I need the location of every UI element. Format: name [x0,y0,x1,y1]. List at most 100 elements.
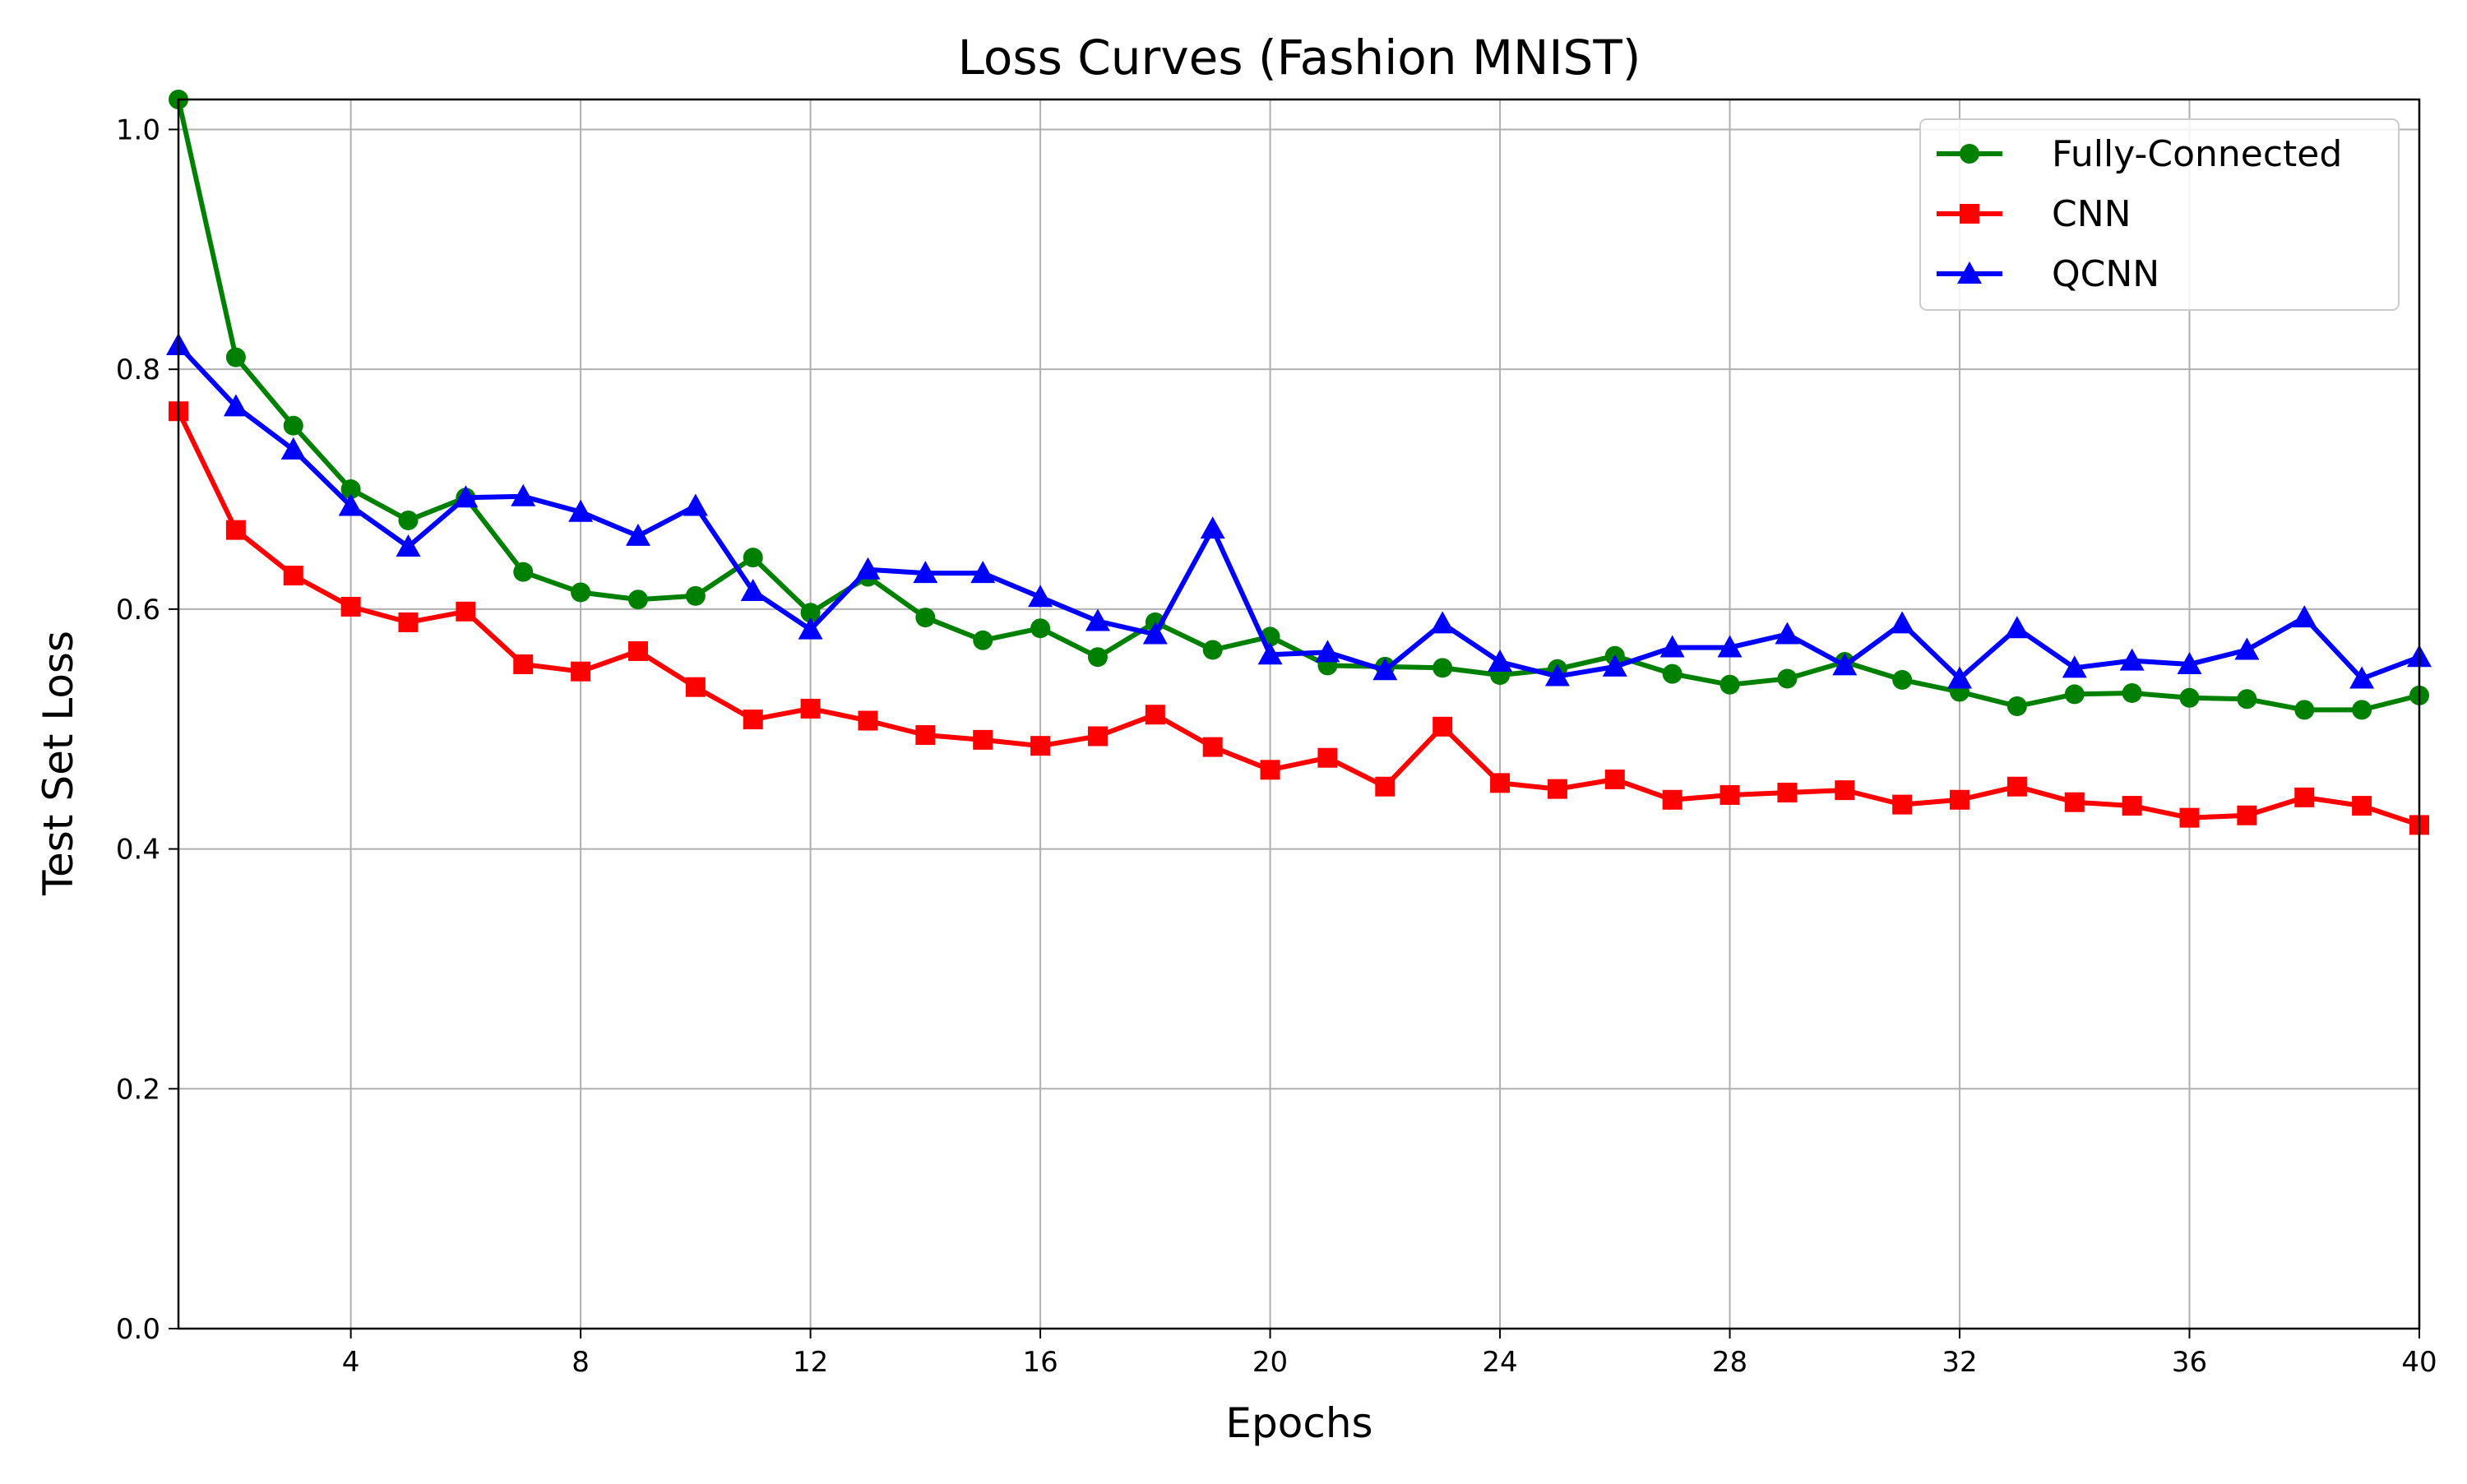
fully-connected-point [283,415,303,436]
qcnn-point [970,561,996,584]
qcnn-point [396,534,421,557]
cnn-point [800,698,821,719]
cnn-point [1145,705,1165,725]
legend: Fully-Connected CNN QCNN [1919,118,2400,311]
cnn-point [1490,773,1511,793]
tick-layer: 4 8 12 16 20 24 28 32 36 40 0.0 0.2 0.4 0.6 0.8 1.0 [116,113,2437,1379]
fully-connected-point [1662,663,1682,684]
fully-connected-point [1087,647,1108,668]
qcnn-point [338,493,363,516]
qcnn-point [2234,637,2260,660]
cnn-point [1317,747,1338,768]
cnn-point [2122,796,2142,816]
cnn-point [1030,736,1051,756]
x-tick-label: 12 [793,1346,828,1379]
qcnn-point [1028,585,1053,608]
fully-connected-point [973,630,993,650]
qcnn-point [1488,650,1513,673]
fully-connected-point [2122,682,2142,703]
qcnn-point [1142,622,1168,645]
x-tick-label: 16 [1022,1346,1058,1379]
x-tick-label: 32 [1942,1346,1977,1379]
qcnn-point [2119,648,2145,671]
cnn-point [743,710,763,730]
qcnn-point [2349,666,2375,689]
qcnn-point [855,557,881,580]
x-tick-label: 24 [1482,1346,1517,1379]
cnn-point [915,725,936,746]
cnn-point [1547,779,1567,799]
cnn-point [2179,807,2200,828]
cnn-point [858,710,878,731]
qcnn-point [1832,653,1858,676]
series-layer [166,90,2432,835]
qcnn-point [1947,666,1973,689]
legend-item-fully-connected: Fully-Connected [1937,133,2342,175]
legend-label: Fully-Connected [2052,133,2342,175]
fully-connected-point [915,608,936,628]
cnn-point [1375,776,1395,797]
fully-connected-point [1202,640,1223,660]
y-tick-label: 1.0 [116,113,160,146]
qcnn-point [798,617,823,640]
legend-label: CNN [2052,193,2131,235]
x-tick-label: 36 [2172,1346,2207,1379]
fully-connected-point [2352,700,2372,720]
cnn-point [1662,789,1682,810]
fully-connected-point [398,510,419,530]
qcnn-point [1544,663,1570,687]
legend-label: QCNN [2052,253,2159,295]
fully-connected-point [800,603,821,623]
qcnn-point [1890,611,1915,634]
qcnn-point [1775,622,1800,645]
cnn-point [1950,789,1970,810]
x-tick-label: 40 [2401,1346,2437,1379]
cnn-point [1433,716,1453,737]
qcnn-point [1200,516,1225,539]
cnn-point [1202,737,1223,757]
cnn-point [1087,726,1108,747]
fully-connected-point [2064,684,2085,705]
qcnn-point [1659,635,1685,658]
y-tick-label: 0.0 [116,1313,160,1346]
qcnn-point [1257,642,1283,665]
cnn-point [1835,780,1855,801]
cnn-point [571,661,591,682]
fully-connected-point [1892,669,1913,690]
qcnn-point [453,485,479,508]
x-axis-label: Epochs [1225,1399,1372,1447]
qcnn-point [280,437,306,460]
qcnn-point [2292,605,2317,628]
qcnn-point [1372,658,1398,681]
cnn-point [2064,792,2085,812]
x-tick-label: 8 [572,1346,590,1379]
cnn-point [1604,769,1625,789]
cnn-point [1260,760,1280,780]
cnn-point [2352,796,2372,816]
cnn-point [283,566,303,586]
fully-connected-point [225,347,246,368]
fully-connected-point [685,585,706,606]
qcnn-point [740,579,766,601]
fully-connected-point [627,589,648,610]
cnn-point [1892,794,1913,815]
chart-title: Loss Curves (Fashion MNIST) [958,30,1641,86]
fully-connected-point [743,548,763,568]
legend-item-qcnn: QCNN [1937,253,2159,295]
legend-marker [1960,204,1979,224]
qcnn-line [176,343,2421,682]
cnn-point [2294,787,2315,807]
cnn-point [627,640,648,661]
legend-marker [1960,144,1979,164]
qcnn-point [625,523,650,546]
qcnn-point [1602,654,1627,677]
plot-frame [177,98,2421,1330]
qcnn-point [2004,616,2030,639]
cnn-point [1777,783,1798,803]
x-tick-label: 20 [1252,1346,1288,1379]
qcnn-point [1430,611,1456,634]
fully-connected-point [2006,696,2027,717]
x-tick-label: 28 [1712,1346,1747,1379]
